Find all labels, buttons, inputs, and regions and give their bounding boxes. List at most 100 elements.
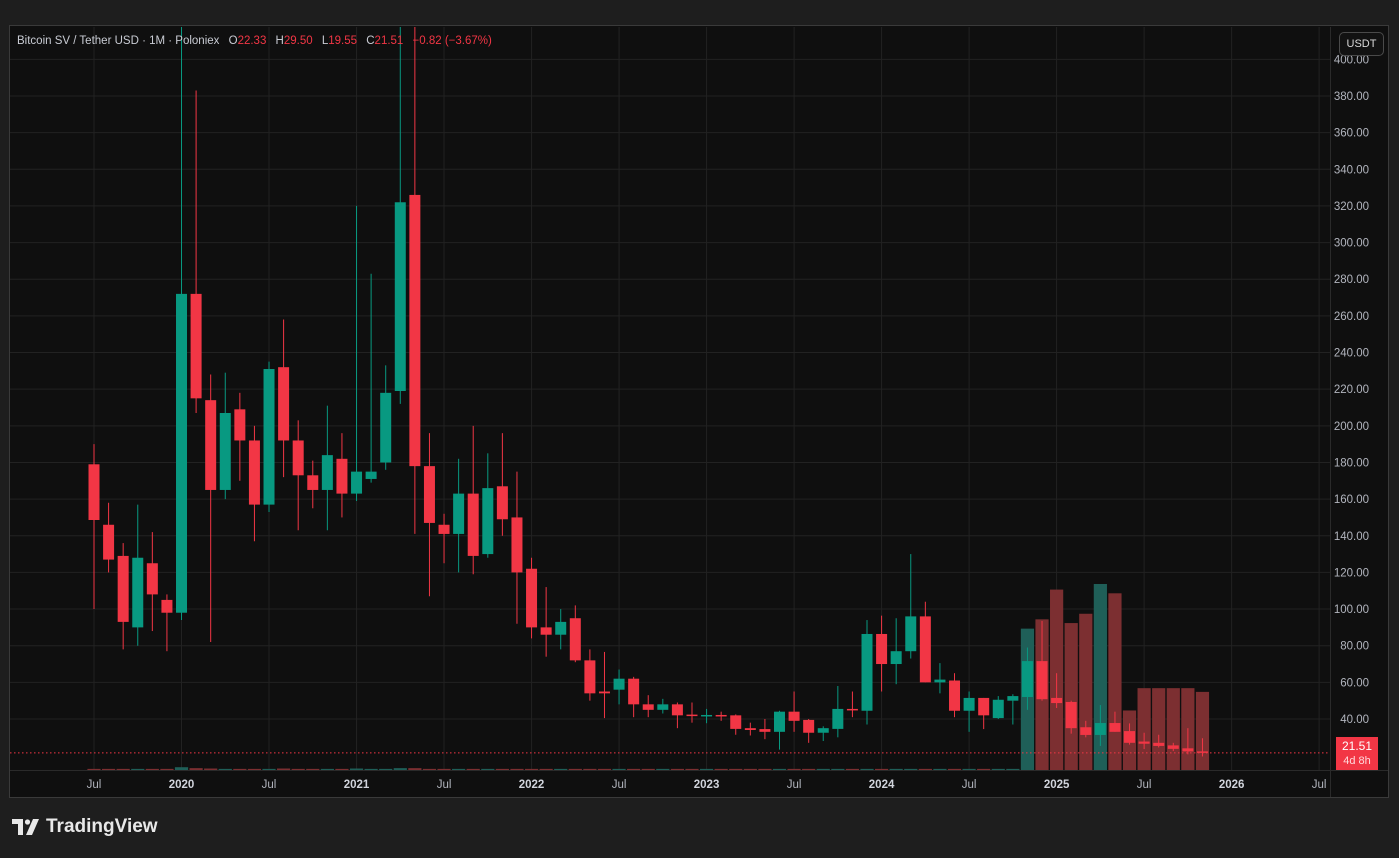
volume-bar — [962, 768, 976, 770]
currency-button[interactable]: USDT — [1339, 32, 1384, 56]
volume-bar — [787, 768, 801, 770]
x-tick-label: 2021 — [344, 779, 370, 791]
last-price-value: 21.51 — [1341, 739, 1373, 753]
volume-bar — [1137, 688, 1151, 770]
volume-bar — [408, 768, 422, 770]
volume-bar — [247, 768, 262, 770]
candle-up — [555, 621, 567, 635]
candle-down — [671, 704, 683, 716]
candle-up — [657, 704, 669, 710]
candle-down — [978, 697, 990, 716]
candle-down — [307, 475, 319, 490]
volume-bar — [772, 768, 787, 770]
symbol-title[interactable]: Bitcoin SV / Tether USD · 1M · Poloniex — [17, 35, 220, 47]
candle-down — [598, 691, 610, 694]
candle-up — [963, 697, 975, 711]
candle-up — [992, 699, 1004, 719]
candle-down — [248, 440, 260, 505]
y-tick-label: 100.00 — [1334, 604, 1369, 616]
candle-up — [613, 678, 625, 690]
candle-down — [1051, 697, 1063, 704]
candle-up — [832, 708, 844, 729]
x-tick-label: 2020 — [169, 779, 195, 791]
volume-bar — [510, 768, 524, 770]
low-label: L — [321, 35, 329, 47]
candle-down — [496, 486, 508, 520]
candle-down — [628, 678, 640, 705]
volume-bar — [627, 768, 641, 770]
y-tick-label: 60.00 — [1340, 677, 1369, 689]
y-tick-label: 200.00 — [1334, 421, 1369, 433]
tradingview-logo[interactable]: TradingView — [12, 816, 158, 838]
volume-bar — [349, 768, 364, 770]
candle-down — [1036, 661, 1048, 700]
candle-up — [380, 392, 392, 463]
candle-down — [467, 493, 479, 556]
volume-bar — [145, 768, 159, 770]
y-tick-label: 340.00 — [1334, 164, 1369, 176]
volume-bar — [481, 768, 495, 770]
volume-bar — [729, 768, 743, 770]
volume-bar — [393, 768, 407, 770]
plot-area — [10, 27, 1330, 770]
candle-up — [934, 679, 946, 683]
open-label: O — [228, 35, 238, 47]
volume-bar — [947, 768, 962, 770]
candle-up — [1094, 723, 1106, 735]
candle-up — [482, 488, 494, 555]
candle-down — [205, 400, 217, 490]
volume-bar — [1195, 691, 1210, 770]
y-tick-label: 380.00 — [1334, 91, 1369, 103]
volume-bar — [845, 768, 860, 770]
volume-bar — [1079, 613, 1093, 770]
volume-bar — [860, 768, 874, 770]
low-value: 19.55 — [328, 35, 358, 47]
x-tick-label: 2026 — [1219, 779, 1245, 791]
candle-down — [642, 704, 654, 710]
candle-down — [336, 458, 348, 494]
volume-bar — [758, 768, 772, 770]
candle-down — [569, 618, 581, 661]
volume-bar — [306, 768, 320, 770]
volume-bar — [802, 768, 816, 770]
candle-up — [453, 493, 465, 534]
y-tick-label: 120.00 — [1334, 567, 1369, 579]
y-tick-label: 160.00 — [1334, 494, 1369, 506]
volume-bar — [379, 768, 393, 770]
tradingview-logo-icon — [12, 819, 39, 835]
candle-down — [1138, 741, 1150, 744]
volume-bar — [116, 768, 130, 770]
volume-bar — [656, 768, 670, 770]
y-tick-label: 320.00 — [1334, 201, 1369, 213]
candle-down — [1196, 751, 1208, 753]
x-tick-label: Jul — [612, 779, 627, 791]
volume-bar — [977, 768, 991, 770]
candle-down — [584, 660, 596, 694]
x-tick-label: 2023 — [694, 779, 720, 791]
candle-down — [526, 568, 538, 628]
volume-bar — [174, 767, 189, 770]
x-tick-label: Jul — [962, 779, 977, 791]
volume-bar — [685, 768, 699, 770]
change-value: −0.82 (−3.67%) — [412, 35, 492, 47]
candle-up — [263, 369, 275, 505]
x-tick-label: Jul — [1312, 779, 1327, 791]
candle-up — [861, 633, 873, 711]
volume-bar — [87, 768, 101, 770]
volume-bar — [612, 768, 626, 770]
close-label: C — [366, 35, 375, 47]
volume-bar — [918, 768, 932, 770]
candle-down — [117, 555, 129, 622]
volume-bar — [233, 768, 247, 770]
candle-down — [803, 719, 815, 733]
candle-down — [788, 711, 800, 721]
volume-bar — [452, 768, 466, 770]
volume-bar — [831, 768, 845, 770]
candle-down — [146, 563, 158, 595]
candle-down — [292, 440, 304, 476]
y-tick-label: 220.00 — [1334, 384, 1369, 396]
symbol-legend: Bitcoin SV / Tether USD · 1M · Poloniex … — [17, 35, 492, 47]
volume-bar — [1064, 623, 1078, 770]
volume-bar — [1006, 768, 1020, 770]
